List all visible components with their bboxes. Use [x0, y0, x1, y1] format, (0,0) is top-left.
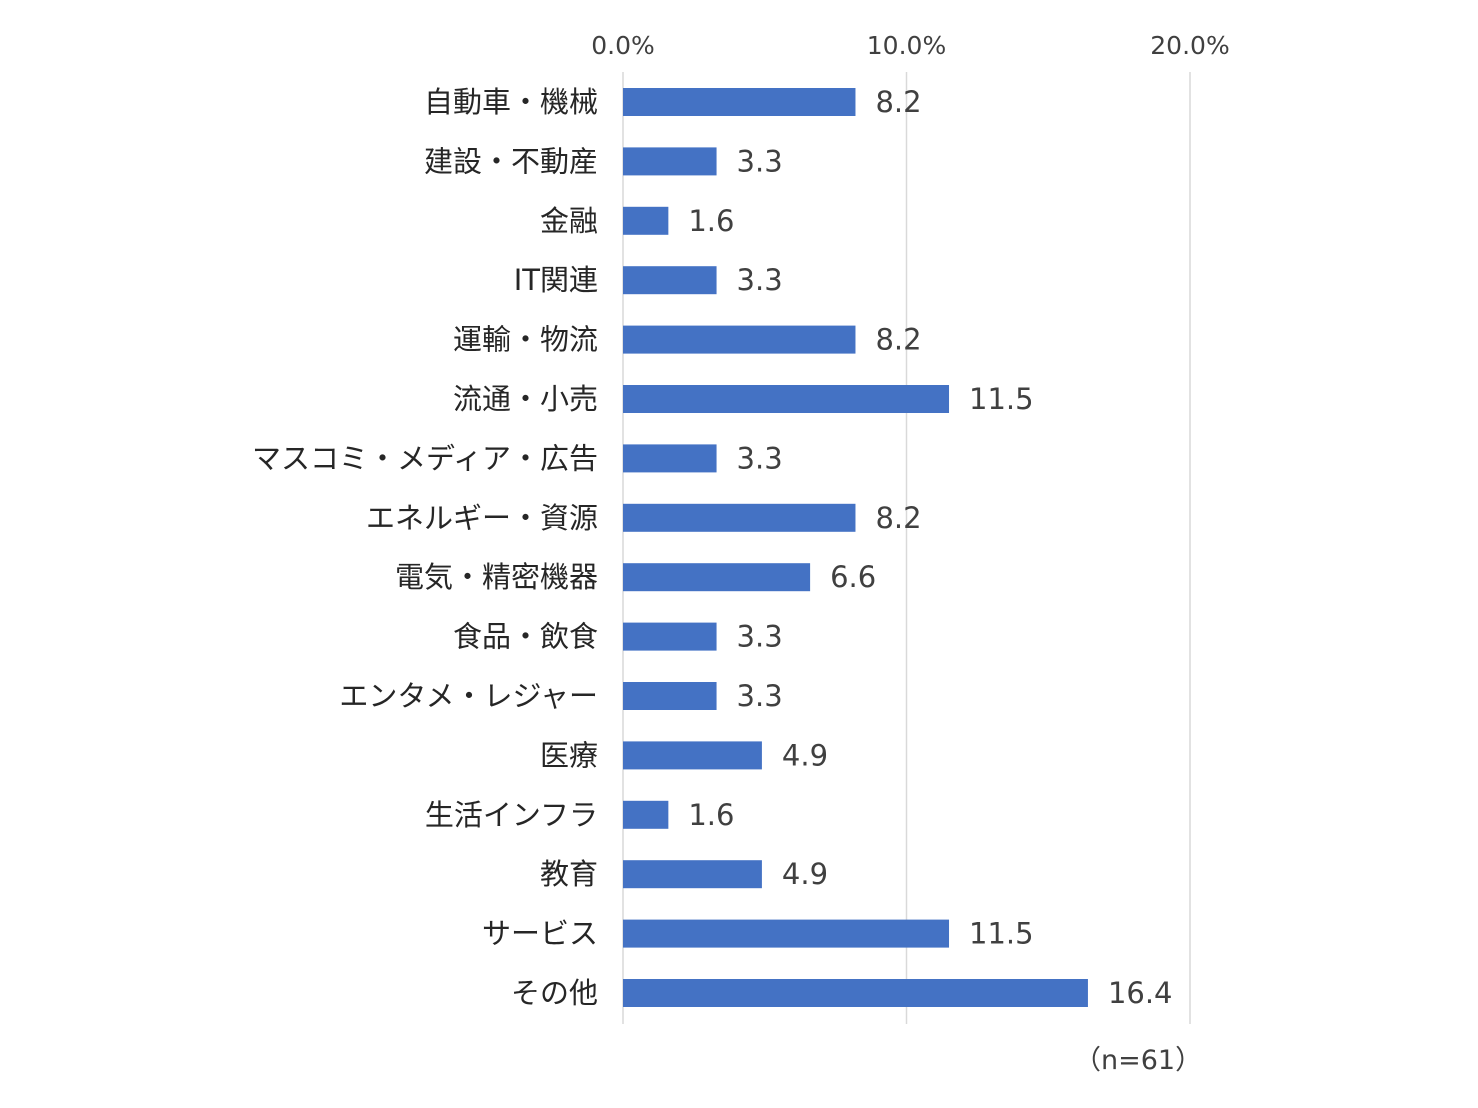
category-label: 食品・飲食 [453, 620, 598, 654]
bar [623, 444, 717, 473]
data-label: 4.9 [782, 738, 828, 772]
data-label: 3.3 [737, 263, 783, 297]
data-labels: 8.23.31.63.38.211.53.38.26.63.33.34.91.6… [688, 85, 1172, 1010]
category-label: 金融 [540, 204, 598, 238]
x-tick-label: 0.0% [591, 31, 655, 60]
bar [623, 206, 669, 235]
bar [623, 385, 950, 413]
data-label: 3.3 [737, 679, 783, 713]
bar [623, 266, 717, 295]
data-label: 1.6 [688, 204, 734, 238]
category-label: マスコミ・メディア・広告 [252, 441, 598, 475]
bar [623, 563, 811, 592]
bar [623, 979, 1088, 1007]
category-label: 生活インフラ [425, 798, 598, 832]
data-label: 11.5 [969, 917, 1034, 951]
x-tick-label: 20.0% [1150, 31, 1229, 60]
bar [623, 88, 856, 116]
category-label: 運輸・物流 [453, 323, 598, 357]
x-axis-ticks: 0.0% 10.0% 20.0% [591, 31, 1229, 60]
category-label: 教育 [540, 857, 598, 891]
data-label: 16.4 [1108, 976, 1173, 1010]
bar [623, 325, 856, 354]
category-label: 医療 [540, 738, 598, 772]
category-label: その他 [511, 976, 598, 1010]
category-label: エネルギー・資源 [366, 501, 598, 535]
bar [623, 622, 717, 651]
data-label: 1.6 [688, 798, 734, 832]
bars [623, 88, 1088, 1007]
data-label: 8.2 [875, 323, 921, 357]
data-label: 6.6 [830, 560, 876, 594]
x-tick-label: 10.0% [867, 31, 946, 60]
sample-size-note: （n=61） [1074, 1045, 1203, 1076]
bar [623, 147, 717, 176]
category-label: 建設・不動産 [424, 144, 598, 178]
category-label: IT関連 [514, 263, 598, 297]
data-label: 8.2 [875, 501, 921, 535]
data-label: 3.3 [737, 620, 783, 654]
data-label: 3.3 [737, 441, 783, 475]
bar [623, 800, 669, 829]
category-label: 自動車・機械 [424, 85, 598, 119]
data-label: 11.5 [969, 382, 1034, 416]
bar [623, 682, 717, 710]
category-label: エンタメ・レジャー [339, 679, 598, 713]
data-label: 8.2 [875, 85, 921, 119]
bar [623, 919, 950, 948]
bar [623, 741, 762, 770]
data-label: 4.9 [782, 857, 828, 891]
category-label: 電気・精密機器 [395, 560, 598, 594]
bar [623, 503, 856, 532]
data-label: 3.3 [737, 144, 783, 178]
bar [623, 860, 762, 889]
category-label: 流通・小売 [453, 382, 598, 416]
category-label: サービス [482, 917, 598, 951]
